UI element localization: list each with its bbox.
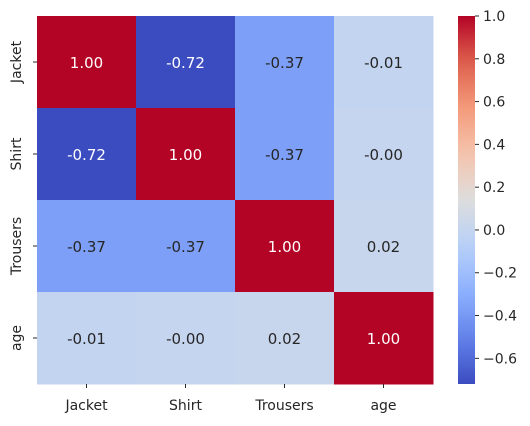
heatmap-cell (334, 200, 434, 293)
heatmap-cells (37, 16, 434, 385)
x-tick-label: Shirt (169, 398, 202, 414)
heatmap-cell (37, 16, 137, 109)
colorbar-tick-label: 0.4 (483, 137, 505, 153)
cell-annotation: -0.00 (364, 146, 403, 164)
cell-annotation: -0.37 (265, 146, 304, 164)
colorbar-tick-label: 0.2 (483, 180, 505, 196)
heatmap-cell (235, 292, 335, 385)
cell-annotation: 0.02 (367, 238, 400, 256)
colorbar-tick-label: −0.6 (483, 351, 517, 367)
heatmap-cell (136, 108, 236, 201)
y-tick-label: Shirt (9, 137, 25, 170)
colorbar-tick-label: 0.8 (483, 52, 505, 68)
heatmap-cell (37, 108, 137, 201)
cell-annotation: -0.00 (166, 330, 205, 348)
cell-annotation: 1.00 (367, 330, 400, 348)
heatmap-annotations: 1.00 -0.72 -0.37 -0.01 -0.72 1.00 -0.37 -0.00 -0… (67, 54, 403, 348)
heatmap-cell (235, 16, 335, 109)
heatmap-cell (334, 292, 434, 385)
x-tick-label: Jacket (64, 398, 108, 414)
cell-annotation: -0.37 (166, 238, 205, 256)
heatmap-cell (136, 16, 236, 109)
heatmap-cell (334, 16, 434, 109)
cell-annotation: -0.37 (265, 54, 304, 72)
colorbar: 1.0 0.8 0.6 0.4 0.2 0.0 −0.2 −0.4 −0.6 (458, 9, 517, 384)
heatmap-cell (235, 200, 335, 293)
cell-annotation: 1.00 (268, 238, 301, 256)
cell-annotation: 0.02 (268, 330, 301, 348)
cell-annotation: -0.37 (67, 238, 106, 256)
colorbar-gradient (458, 16, 475, 384)
heatmap-cell (136, 200, 236, 293)
cell-annotation: -0.01 (67, 330, 106, 348)
cell-annotation: 1.00 (70, 54, 103, 72)
cell-annotation: -0.72 (67, 146, 106, 164)
y-tick-label: age (9, 325, 25, 351)
y-tick-label: Jacket (9, 40, 25, 84)
x-tick-label: age (370, 398, 396, 414)
y-axis-tick-labels: Jacket Shirt Trousers age (9, 40, 37, 351)
cell-annotation: 1.00 (169, 146, 202, 164)
heatmap-cell (334, 108, 434, 201)
x-tick-label: Trousers (254, 398, 313, 414)
heatmap-cell (37, 200, 137, 293)
heatmap-cell (235, 108, 335, 201)
colorbar-tick-label: −0.4 (483, 309, 517, 325)
x-axis-tick-labels: Jacket Shirt Trousers age (64, 384, 397, 414)
colorbar-tick-label: 1.0 (483, 9, 505, 25)
heatmap-cell (136, 292, 236, 385)
cell-annotation: -0.01 (364, 54, 403, 72)
heatmap-cell (37, 292, 137, 385)
cell-annotation: -0.72 (166, 54, 205, 72)
y-tick-label: Trousers (9, 217, 25, 276)
colorbar-tick-label: 0.6 (483, 95, 505, 111)
colorbar-tick-label: −0.2 (483, 266, 517, 282)
colorbar-tick-label: 0.0 (483, 223, 505, 239)
